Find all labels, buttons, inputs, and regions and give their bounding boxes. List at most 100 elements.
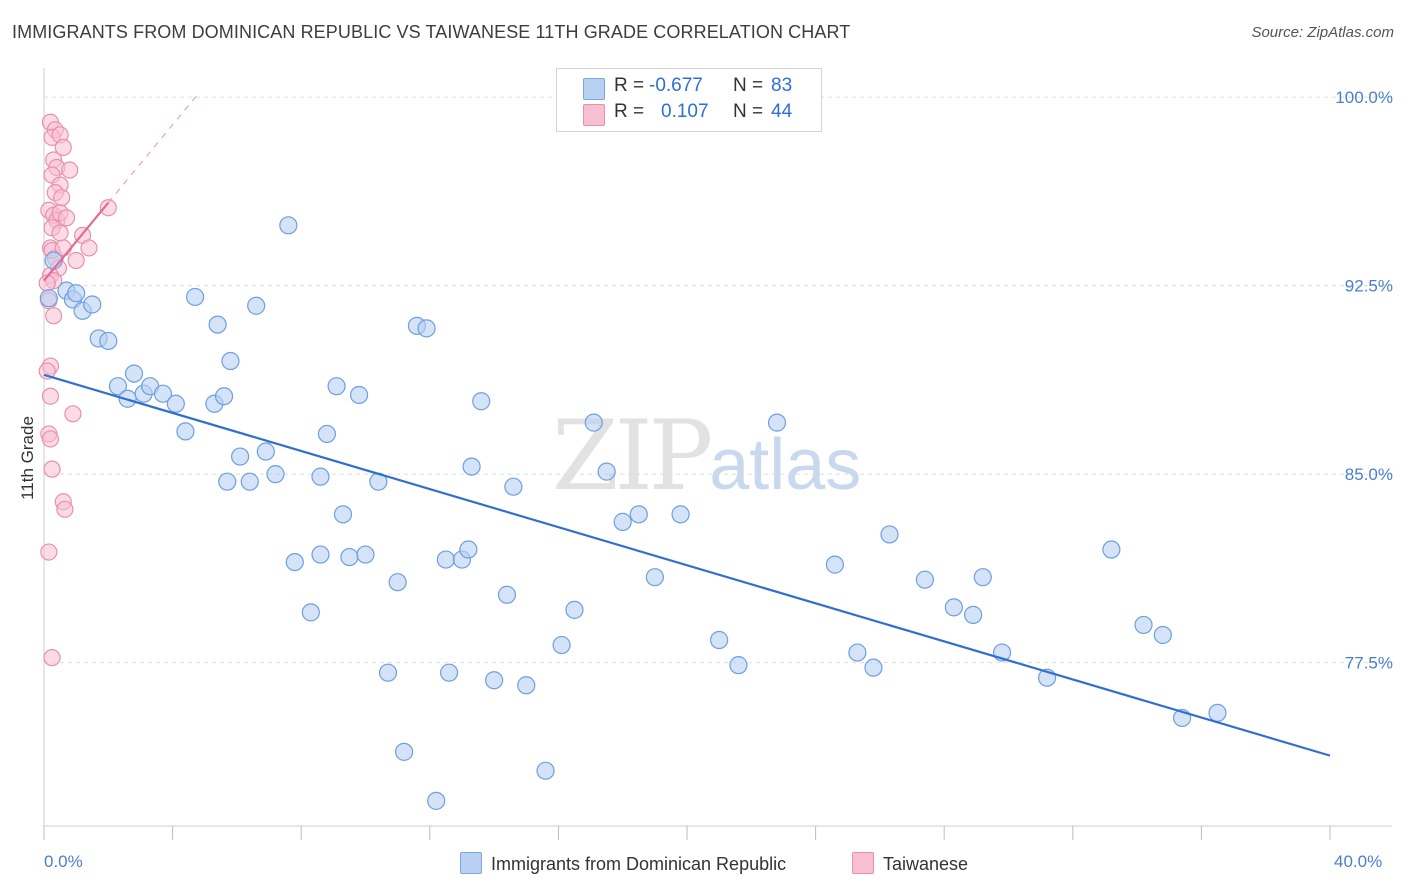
dominican-point — [517, 676, 536, 695]
x-tick-max: 40.0% — [1334, 852, 1383, 871]
bottom-legend-label: Immigrants from Dominican Republic — [491, 854, 787, 874]
dominican-point — [311, 467, 330, 486]
dominican-point — [613, 512, 632, 531]
dominican-point — [417, 319, 436, 338]
source-credit: Source: ZipAtlas.com — [1251, 24, 1394, 41]
dominican-point — [153, 384, 173, 403]
taiwanese-point — [57, 209, 76, 227]
dominican-point — [973, 568, 992, 587]
legend-r-label: R = — [614, 75, 645, 96]
dominican-point — [83, 295, 102, 314]
dominican-point — [497, 585, 517, 604]
dominican-point — [427, 791, 446, 810]
dominican-point — [584, 413, 603, 432]
dominican-point — [1153, 625, 1172, 645]
dominican-points — [39, 216, 1227, 810]
taiwanese-point — [41, 387, 60, 405]
taiwanese-point — [80, 239, 98, 257]
taiwanese-point — [41, 430, 60, 448]
dominican-point — [356, 545, 375, 564]
legend-row-taiwanese: R = 0.107 N = 44 — [557, 101, 821, 127]
y-tick-label: 77.5% — [1345, 654, 1393, 673]
dominican-point — [767, 413, 787, 432]
bottom-swatch-blue — [460, 852, 482, 874]
dominican-point — [99, 331, 118, 351]
bottom-legend-dominican: Immigrants from Dominican Republic — [460, 852, 786, 875]
dominican-point — [915, 570, 935, 589]
chart-title: IMMIGRANTS FROM DOMINICAN REPUBLIC VS TA… — [12, 22, 851, 42]
dominican-point — [552, 635, 571, 655]
taiwanese-point — [43, 460, 61, 478]
dominican-point — [327, 377, 346, 396]
legend-r-value: 0.107 — [661, 101, 709, 122]
dominican-point — [436, 550, 455, 569]
dominican-point — [67, 284, 86, 303]
taiwanese-point — [99, 199, 117, 217]
taiwanese-point — [43, 649, 61, 667]
taiwanese-points — [38, 113, 117, 667]
y-tick-labels: 100.0% 92.5% 85.0% 77.5% — [1335, 88, 1393, 673]
dominican-point — [378, 663, 398, 682]
dominican-point — [266, 465, 285, 484]
axes — [43, 68, 1392, 840]
dominican-point — [166, 394, 185, 413]
dominican-point — [39, 289, 58, 308]
dominican-point — [317, 424, 337, 444]
legend-n-label: N = — [733, 75, 764, 96]
dominican-point — [629, 505, 648, 524]
stats-legend: R = -0.677 N = 83 R = 0.107 N = 44 — [556, 68, 822, 132]
dominican-point — [565, 600, 584, 619]
dominican-point — [285, 552, 304, 572]
dominican-point — [710, 630, 729, 650]
dominican-point — [240, 472, 259, 491]
taiwanese-trend-line — [43, 201, 110, 282]
bottom-legend-label: Taiwanese — [883, 854, 969, 874]
dominican-point — [231, 447, 250, 466]
dominican-point — [349, 385, 369, 405]
dominican-point — [472, 392, 491, 411]
dominican-point — [597, 462, 616, 481]
legend-n-label: N = — [733, 101, 764, 122]
dominican-point — [825, 555, 844, 574]
legend-r-value: -0.677 — [649, 75, 703, 96]
dominican-point — [462, 457, 481, 476]
dominican-point — [848, 643, 867, 662]
legend-n-value: 83 — [771, 75, 793, 96]
bottom-swatch-pink — [852, 852, 874, 874]
dominican-point — [671, 505, 690, 524]
legend-swatch-blue — [583, 78, 605, 100]
dominican-point — [394, 742, 414, 761]
dominican-point — [340, 547, 359, 567]
dominican-point — [1134, 615, 1153, 635]
dominican-point — [729, 656, 748, 675]
dominican-point — [536, 761, 555, 780]
dominican-point — [944, 598, 963, 617]
x-tick-min: 0.0% — [44, 852, 83, 871]
legend-swatch-pink — [583, 104, 605, 126]
dominican-point — [645, 568, 664, 587]
taiwanese-point — [45, 307, 63, 325]
dominican-point — [176, 422, 195, 441]
watermark: ZIPatlas — [552, 400, 861, 512]
taiwanese-point — [64, 405, 82, 423]
dominican-point — [485, 671, 504, 690]
dominican-point — [964, 605, 983, 624]
y-axis-label: 11th Grade — [18, 416, 37, 500]
dominican-trend-line — [43, 373, 1331, 757]
taiwanese-point — [67, 251, 85, 270]
taiwanese-point — [51, 224, 69, 242]
dominican-point — [1208, 703, 1227, 723]
legend-row-dominican: R = -0.677 N = 83 — [557, 75, 821, 101]
dominican-point — [388, 573, 407, 592]
watermark-zip: ZIP — [552, 400, 713, 512]
dominican-point — [124, 364, 144, 383]
watermark-atlas: atlas — [709, 425, 862, 505]
dominican-point — [311, 545, 330, 564]
dominican-point — [221, 351, 240, 371]
legend-n-value: 44 — [771, 101, 793, 122]
taiwanese-point — [56, 500, 74, 518]
taiwanese-point — [61, 161, 79, 179]
dominican-point — [108, 377, 128, 396]
dominican-point — [333, 505, 353, 524]
